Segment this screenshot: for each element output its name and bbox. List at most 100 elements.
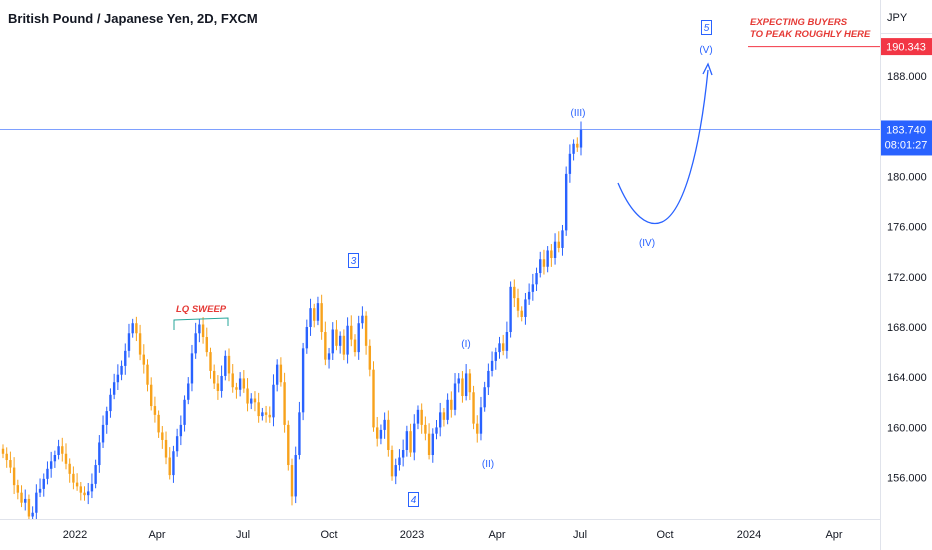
wave-iv-label: (IV)	[639, 238, 655, 249]
candle-body	[72, 473, 75, 483]
x-tick-label: Oct	[320, 529, 337, 541]
wave-4-box	[408, 492, 419, 507]
candle-body	[346, 325, 349, 355]
candle-body	[513, 286, 516, 299]
x-tick-label: Apr	[488, 529, 505, 541]
wave-v-label: (V)	[699, 45, 712, 56]
candle-body	[553, 241, 557, 258]
x-tick-label: 2024	[737, 529, 761, 541]
candle-body	[342, 335, 346, 355]
wave-3-label: 3	[351, 256, 357, 267]
candle-body	[12, 467, 16, 486]
projection-curve[interactable]	[617, 69, 709, 224]
candle-body	[275, 364, 279, 385]
candle-body	[198, 324, 201, 334]
y-tick-label: 172.000	[887, 272, 927, 284]
candle-body	[157, 414, 160, 433]
y-tick-label: 168.000	[887, 322, 927, 334]
candle-body	[413, 423, 416, 453]
chart-title: British Pound / Japanese Yen, 2D, FXCM	[8, 11, 258, 26]
wave-iii-label: (III)	[571, 108, 586, 119]
candle-body	[24, 498, 27, 503]
candle-body	[313, 308, 316, 321]
candle-body	[494, 352, 497, 361]
candle-body	[298, 412, 301, 456]
candle-body	[416, 409, 420, 424]
candle-body	[257, 402, 260, 417]
candle-body	[427, 433, 431, 456]
candle-body	[505, 332, 509, 351]
candle-body	[316, 303, 320, 321]
candle-body	[49, 461, 53, 469]
candle-body	[31, 512, 34, 517]
candle-body	[368, 345, 372, 370]
candle-body	[124, 350, 127, 366]
price-axis[interactable]: 188.000184.000180.000176.000172.000168.0…	[880, 0, 927, 550]
candle-body	[190, 353, 194, 384]
candle-body	[194, 333, 197, 354]
candle-body	[390, 449, 394, 477]
candle-body	[550, 250, 553, 258]
candle-body	[372, 369, 375, 428]
candle-body	[398, 457, 401, 466]
candle-body	[179, 424, 183, 437]
candle-body	[105, 411, 108, 425]
candle-body	[101, 424, 105, 443]
candle-body	[68, 463, 71, 474]
x-tick-label: 2023	[400, 529, 424, 541]
candle-body	[268, 414, 271, 418]
candle-body	[209, 352, 212, 371]
candle-body	[75, 482, 79, 487]
candle-body	[531, 284, 535, 292]
candle-body	[9, 460, 12, 468]
y-tick-label: 188.000	[887, 71, 927, 83]
candle-body	[446, 399, 449, 420]
wave-5-box	[701, 20, 712, 35]
candle-body	[164, 439, 168, 458]
candle-body	[420, 409, 423, 425]
candle-body	[535, 273, 538, 285]
y-tick-label: 180.000	[887, 171, 927, 183]
candle-body	[112, 382, 116, 395]
candle-body	[468, 373, 472, 393]
candle-body	[572, 143, 575, 154]
candle-body	[161, 432, 164, 440]
candle-body	[327, 353, 331, 360]
candle-body	[579, 129, 583, 148]
candle-body	[94, 465, 97, 484]
candle-body	[450, 399, 453, 410]
time-axis[interactable]: 2022 Apr Jul Oct 2023 Apr Jul Oct 2024 Apr	[0, 519, 880, 542]
x-tick-label: 2022	[63, 529, 87, 541]
candle-body	[42, 478, 45, 489]
candle-body	[401, 449, 405, 458]
candle-body	[576, 143, 579, 148]
candle-body	[53, 455, 57, 462]
wave-5-label: 5	[704, 23, 710, 34]
candle-body	[220, 375, 223, 392]
candle-body	[212, 370, 216, 384]
candle-body	[27, 498, 31, 517]
candle-body	[57, 446, 60, 456]
target-price-value: 190.343	[886, 42, 926, 54]
candle-body	[483, 387, 486, 408]
candle-body	[172, 451, 175, 476]
x-tick-label: Jul	[573, 529, 587, 541]
candle-body	[38, 488, 42, 493]
candle-body	[350, 325, 353, 340]
candle-body	[109, 394, 112, 412]
candle-body	[279, 364, 283, 383]
candle-body	[487, 370, 490, 388]
candle-body	[290, 465, 294, 497]
candle-body	[287, 424, 290, 466]
lq-sweep-label: LQ SWEEP	[176, 304, 227, 315]
wave-3-box	[348, 253, 359, 268]
candle-body	[353, 339, 357, 353]
annotations[interactable]: LQ SWEEP 3 4 5 (I) (II) (III) (IV) (V) E…	[173, 17, 871, 507]
candle-body	[509, 286, 512, 333]
candle-body	[283, 382, 286, 425]
candle-body	[90, 483, 94, 492]
candle-body	[79, 486, 83, 493]
x-tick-label: Apr	[825, 529, 842, 541]
candle-body	[539, 259, 542, 274]
